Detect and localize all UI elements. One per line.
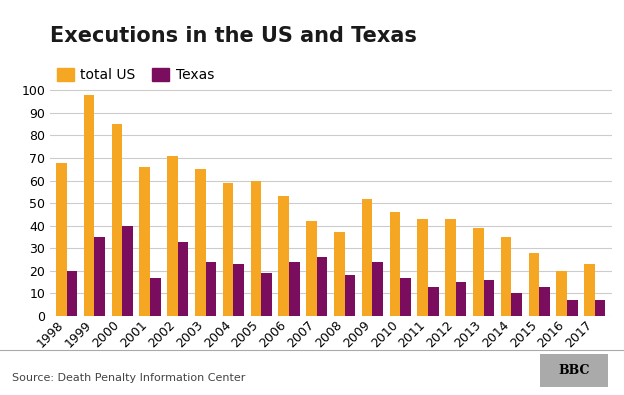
Bar <box>373 262 383 316</box>
Bar <box>139 167 150 316</box>
Bar <box>529 253 539 316</box>
Bar <box>456 282 466 316</box>
Bar <box>56 162 67 316</box>
Bar <box>223 183 233 316</box>
Bar <box>567 300 578 316</box>
Text: Executions in the US and Texas: Executions in the US and Texas <box>50 26 417 46</box>
Bar <box>539 287 550 316</box>
Bar <box>595 300 605 316</box>
Legend: total US, Texas: total US, Texas <box>57 68 215 82</box>
Bar <box>195 169 206 316</box>
Bar <box>84 95 94 316</box>
Bar <box>122 226 133 316</box>
Bar <box>150 278 160 316</box>
Bar <box>94 237 105 316</box>
Bar <box>278 196 289 316</box>
Bar <box>317 257 328 316</box>
Bar <box>306 221 317 316</box>
Text: BBC: BBC <box>558 364 590 377</box>
Bar <box>389 212 400 316</box>
Bar <box>206 262 216 316</box>
Bar <box>557 271 567 316</box>
Bar <box>251 181 261 316</box>
Bar <box>446 219 456 316</box>
Bar <box>67 271 77 316</box>
Bar <box>233 264 244 316</box>
Bar <box>334 233 344 316</box>
Bar <box>289 262 300 316</box>
Bar <box>167 156 178 316</box>
Bar <box>362 199 373 316</box>
Bar <box>417 219 428 316</box>
Bar <box>428 287 439 316</box>
Bar <box>112 124 122 316</box>
Bar <box>400 278 411 316</box>
Bar <box>501 237 512 316</box>
Bar <box>584 264 595 316</box>
Bar <box>344 275 355 316</box>
Bar <box>484 280 494 316</box>
Bar <box>261 273 272 316</box>
Text: Source: Death Penalty Information Center: Source: Death Penalty Information Center <box>12 373 246 383</box>
Bar <box>178 241 188 316</box>
Bar <box>512 293 522 316</box>
Bar <box>473 228 484 316</box>
